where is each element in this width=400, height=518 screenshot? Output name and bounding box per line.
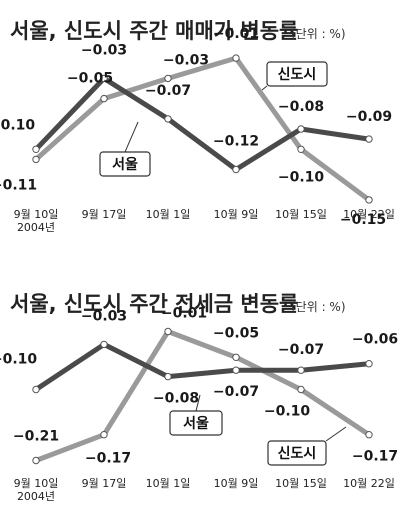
legend-label: 서울 bbox=[112, 156, 138, 173]
chart-sales-price: 서울, 신도시 주간 매매가 변동률 (단위 : %) −0.10−0.03−0… bbox=[0, 19, 395, 234]
data-point bbox=[232, 353, 240, 362]
unit-note: (단위 : %) bbox=[291, 300, 346, 314]
legend-box bbox=[99, 151, 151, 177]
data-point bbox=[232, 366, 240, 374]
legend-leader bbox=[261, 85, 268, 91]
data-label: −0.05 bbox=[67, 71, 113, 87]
legend-label: 신도시 bbox=[278, 67, 317, 83]
x-tick-label: 9월 10일 bbox=[14, 476, 59, 490]
data-label: −0.07 bbox=[145, 83, 191, 99]
data-label: −0.07 bbox=[278, 342, 324, 358]
x-tick-label: 10월 9일 bbox=[214, 476, 259, 490]
legend-box bbox=[267, 440, 327, 466]
data-label: −0.10 bbox=[0, 117, 35, 133]
x-tick-label: 10월 15일 bbox=[275, 207, 327, 221]
data-point bbox=[100, 94, 108, 103]
data-point bbox=[164, 74, 172, 83]
unit-note: (단위 : %) bbox=[291, 27, 346, 41]
data-point bbox=[365, 360, 373, 368]
data-point bbox=[297, 125, 305, 133]
data-point bbox=[232, 165, 240, 174]
data-label: −0.06 bbox=[352, 332, 398, 348]
legend-leader bbox=[124, 121, 139, 153]
x-tick-label: 10월 1일 bbox=[146, 476, 191, 490]
data-label: −0.07 bbox=[213, 384, 259, 400]
series-line-seoul bbox=[33, 75, 372, 172]
x-tick-year: 2004년 bbox=[17, 221, 55, 234]
chart-jeonse-deposit: 서울, 신도시 주간 전세금 변동률 (단위 : %) −0.10 −0.03 −0… bbox=[0, 292, 398, 503]
data-point bbox=[164, 327, 172, 336]
data-point bbox=[32, 155, 40, 164]
data-point bbox=[32, 456, 40, 465]
x-tick-label: 10월 15일 bbox=[275, 476, 327, 490]
x-tick-label: 9월 17일 bbox=[82, 476, 127, 490]
data-point bbox=[100, 431, 108, 439]
legend-box bbox=[169, 410, 223, 436]
x-tick-label: 10월 9일 bbox=[214, 207, 259, 221]
x-tick-year: 2004년 bbox=[17, 490, 55, 503]
chart-title: 서울, 신도시 주간 전세금 변동률 bbox=[10, 292, 298, 316]
data-label: −0.01 bbox=[161, 305, 207, 321]
data-label: −0.01 bbox=[213, 26, 259, 42]
data-point bbox=[100, 340, 108, 349]
data-label: −0.03 bbox=[81, 308, 127, 324]
x-tick-label: 9월 17일 bbox=[82, 207, 127, 221]
data-point bbox=[164, 115, 172, 123]
data-label: −0.08 bbox=[278, 99, 324, 115]
data-point bbox=[297, 385, 305, 394]
x-tick-label: 9월 10일 bbox=[14, 207, 59, 221]
x-tick-label: 10월 22일 bbox=[343, 207, 395, 221]
data-label: −0.10 bbox=[0, 352, 37, 368]
data-point bbox=[100, 74, 108, 83]
data-label: −0.17 bbox=[85, 451, 131, 467]
data-label: −0.03 bbox=[163, 52, 209, 68]
chart-title: 서울, 신도시 주간 매매가 변동률 bbox=[10, 19, 298, 43]
legend-label: 서울 bbox=[183, 415, 209, 432]
series-line-new-town bbox=[33, 55, 372, 203]
data-label: −0.17 bbox=[352, 449, 398, 465]
data-point bbox=[164, 372, 172, 381]
data-point bbox=[297, 366, 305, 374]
data-point bbox=[365, 135, 373, 143]
data-point bbox=[32, 385, 40, 394]
series-line-new-town bbox=[33, 329, 372, 463]
data-point bbox=[365, 431, 373, 439]
data-point bbox=[32, 145, 40, 154]
data-label: −0.10 bbox=[264, 404, 311, 420]
x-tick-label: 10월 1일 bbox=[146, 207, 191, 221]
data-label: −0.09 bbox=[346, 109, 392, 125]
data-point bbox=[232, 54, 240, 62]
legend-box bbox=[266, 61, 328, 87]
data-label: −0.08 bbox=[153, 391, 199, 407]
data-label: −0.11 bbox=[0, 177, 37, 193]
data-label: −0.12 bbox=[213, 134, 259, 150]
data-point bbox=[365, 196, 373, 204]
data-label: −0.03 bbox=[81, 42, 127, 58]
x-tick-label: 10월 22일 bbox=[343, 476, 395, 490]
data-label: −0.21 bbox=[13, 429, 59, 445]
data-label: −0.10 bbox=[278, 169, 325, 185]
data-label: −0.15 bbox=[340, 212, 386, 228]
legend-label: 신도시 bbox=[278, 446, 317, 462]
legend-leader bbox=[325, 426, 347, 442]
data-point bbox=[297, 145, 305, 154]
series-line-seoul bbox=[33, 341, 372, 392]
data-label: −0.05 bbox=[213, 325, 259, 341]
legend-leader bbox=[195, 394, 201, 412]
